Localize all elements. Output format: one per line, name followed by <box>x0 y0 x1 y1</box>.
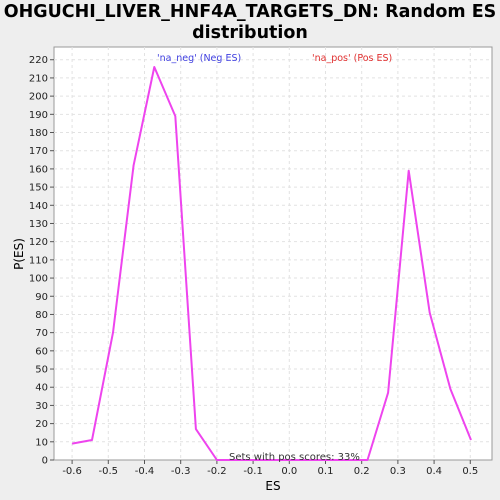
series-line <box>71 66 472 461</box>
y-tick-label: 140 <box>29 201 48 212</box>
y-tick-label: 170 <box>29 146 48 157</box>
x-axis: -0.6 -0.5 -0.4 -0.3 -0.2 -0.1 0.0 0.1 0.2 0.3 0.4 0… <box>62 460 478 477</box>
y-tick-label: 0 <box>42 456 48 467</box>
legend-neg-label: 'na_neg' (Neg ES) <box>157 53 241 64</box>
y-tick-label: 180 <box>29 128 48 139</box>
x-tick-label: 0.1 <box>318 466 334 477</box>
pos-scores-annotation: Sets with pos scores: 33% <box>229 452 360 463</box>
x-tick-label: 0.0 <box>281 466 297 477</box>
grid <box>54 47 492 460</box>
y-tick-label: 50 <box>35 365 48 376</box>
y-tick-label: 200 <box>29 92 48 103</box>
x-tick-label: 0.4 <box>426 466 442 477</box>
y-tick-label: 130 <box>29 219 48 230</box>
x-tick-label: -0.5 <box>99 466 119 477</box>
legend-pos-label: 'na_pos' (Pos ES) <box>312 53 392 64</box>
y-axis-label: P(ES) <box>12 238 26 270</box>
y-axis: 0 10 20 30 40 50 60 70 80 90 100 110 120 130 140 150 160… <box>29 55 54 467</box>
y-tick-label: 220 <box>29 55 48 66</box>
x-axis-label: ES <box>265 479 280 493</box>
y-tick-label: 110 <box>29 255 48 266</box>
y-tick-label: 120 <box>29 237 48 248</box>
x-tick-label: 0.2 <box>354 466 370 477</box>
x-tick-label: -0.6 <box>62 466 82 477</box>
y-tick-label: 30 <box>35 401 48 412</box>
y-tick-label: 190 <box>29 110 48 121</box>
y-tick-label: 10 <box>35 437 48 448</box>
x-tick-label: -0.1 <box>243 466 263 477</box>
y-tick-label: 70 <box>35 328 48 339</box>
y-tick-label: 210 <box>29 73 48 84</box>
plot-area <box>53 46 493 461</box>
chart-title: OHGUCHI_LIVER_HNF4A_TARGETS_DN: Random E… <box>3 2 497 43</box>
x-tick-label: -0.3 <box>171 466 191 477</box>
y-tick-label: 100 <box>29 274 48 285</box>
y-tick-label: 80 <box>35 310 48 321</box>
x-tick-label: -0.2 <box>207 466 227 477</box>
x-tick-label: 0.3 <box>390 466 406 477</box>
x-tick-label: -0.4 <box>135 466 155 477</box>
y-tick-label: 40 <box>35 383 48 394</box>
y-tick-label: 90 <box>35 292 48 303</box>
y-tick-label: 150 <box>29 183 48 194</box>
y-tick-label: 60 <box>35 346 48 357</box>
y-tick-label: 20 <box>35 419 48 430</box>
y-tick-label: 160 <box>29 164 48 175</box>
x-tick-label: 0.5 <box>462 466 478 477</box>
